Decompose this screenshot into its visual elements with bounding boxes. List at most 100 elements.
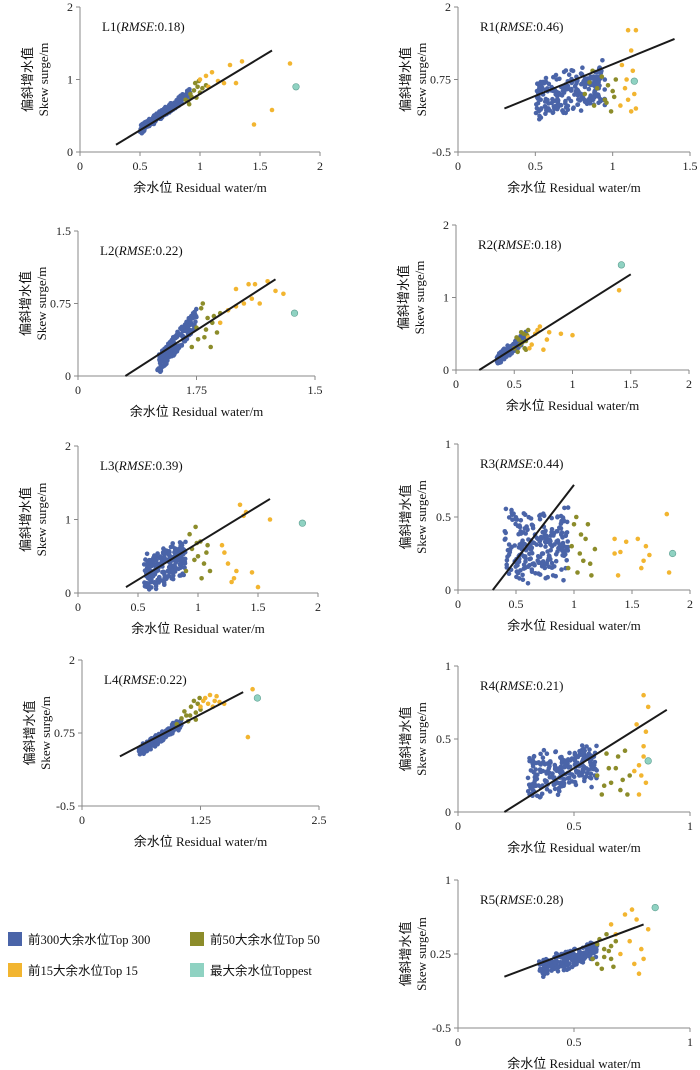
legend-swatch [190,932,204,946]
rmse-key: RMSE [499,456,533,471]
panel-label: L2(RMSE:0.22) [100,243,183,258]
point-top300 [541,511,546,516]
point-top15 [529,342,534,347]
point-top50 [608,780,614,786]
point-top300 [589,784,594,790]
point-top15 [249,296,255,302]
point-top300 [502,529,508,534]
point-top15 [245,734,251,740]
point-top300 [582,76,588,81]
point-top50 [604,932,609,937]
y-tick-label: 0 [67,145,73,159]
point-top300 [516,559,522,564]
point-top15 [197,77,203,82]
point-top300 [532,760,537,765]
point-top15 [234,568,239,574]
point-top15 [636,792,642,797]
panel-id: L2( [100,243,119,258]
point-top50 [565,565,571,571]
legend-label: 前300大余水位Top 300 [28,932,150,947]
panel-id: R5( [480,892,500,907]
x-tick-label: 0 [77,159,83,173]
point-top300 [543,544,548,549]
point-top15 [222,550,227,555]
point-top50 [179,716,184,721]
point-top300 [158,362,164,368]
point-top300 [558,526,564,531]
point-top50 [606,765,612,771]
point-top300 [574,962,579,967]
point-top300 [161,580,167,586]
fit-line [124,278,277,377]
point-top300 [503,506,509,512]
point-top15 [628,48,634,53]
point-top50 [195,337,201,342]
point-top15 [221,80,227,86]
point-top300 [190,315,196,321]
legend-label: 前15大余水位Top 15 [28,963,138,978]
point-top300 [550,110,556,115]
y-axis-title-en: Skew surge/m [412,261,427,335]
fit-line [504,923,644,978]
point-top300 [569,86,574,92]
point-top300 [553,558,559,564]
panel-r4: 0 0.5 1 0 0.5 1 余水位 Residual water/m 偏斜增水值 Skew … [398,659,693,855]
panel-id: L1( [102,19,121,34]
x-tick-label: 1.5 [253,159,268,173]
point-top50 [569,543,574,549]
point-top15 [233,286,239,292]
point-top15 [639,773,644,778]
point-top50 [615,754,621,759]
point-top300 [566,780,572,785]
point-top300 [166,573,172,578]
point-top300 [581,753,586,759]
y-tick-label: 1 [445,659,451,673]
point-top300 [516,545,522,550]
point-top300 [582,97,587,103]
point-top300 [528,516,534,521]
point-top15 [198,704,203,709]
point-toppest [651,903,659,912]
point-top15 [205,701,211,707]
point-top300 [503,536,508,542]
point-top300 [562,505,567,511]
point-top300 [561,779,566,785]
point-top300 [152,553,157,558]
point-top300 [558,521,564,526]
point-top50 [601,946,607,952]
point-top300 [571,774,577,779]
point-top15 [267,517,273,522]
point-top300 [531,753,537,759]
panel-label: L1(RMSE:0.18) [102,19,185,34]
point-top300 [568,758,573,763]
point-top50 [608,956,614,962]
point-top300 [555,538,561,543]
point-top50 [192,557,197,563]
point-top50 [183,568,189,574]
x-tick-label: 0.5 [567,1035,582,1049]
point-top300 [165,568,171,574]
point-top15 [634,917,639,922]
point-top300 [564,954,569,960]
point-top15 [541,347,546,353]
point-top15 [237,502,243,508]
point-top300 [527,758,532,764]
point-top300 [591,950,597,956]
point-top300 [572,756,578,761]
point-top300 [171,346,176,351]
x-tick-label: 1.75 [186,383,207,397]
point-top300 [538,762,543,767]
point-top300 [179,343,185,348]
point-top15 [251,122,257,127]
point-top300 [562,758,567,763]
point-top300 [555,514,560,520]
point-top50 [622,748,628,753]
point-top15 [203,73,209,79]
y-axis-title-en: Skew surge/m [34,483,49,557]
point-top300 [554,77,559,82]
y-tick-label: 1 [445,873,451,887]
point-top15 [641,692,646,698]
point-top15 [535,327,540,333]
point-top300 [505,343,510,348]
point-top50 [205,542,210,548]
